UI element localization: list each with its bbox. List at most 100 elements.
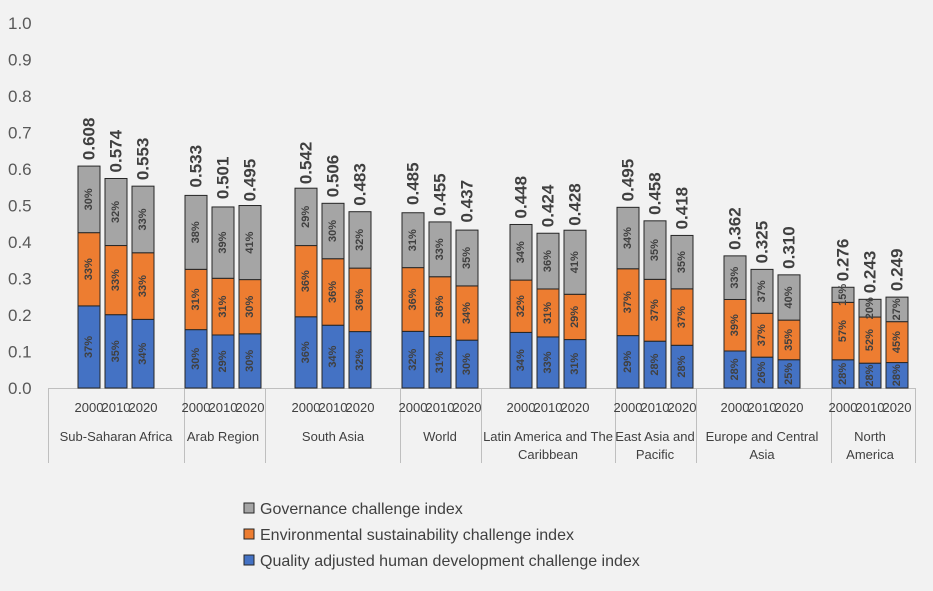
x-category-label: America: [846, 447, 894, 462]
bar-total-label: 0.428: [566, 183, 585, 226]
segment-share-label: 29%: [569, 306, 581, 328]
legend-label-governance: Governance challenge index: [260, 501, 463, 518]
bar-total-label: 0.325: [753, 221, 772, 264]
segment-share-label: 35%: [783, 329, 795, 351]
bar-segment-governance: [211, 206, 235, 279]
segment-share-label: 40%: [783, 286, 795, 308]
bar-total-label: 0.553: [134, 138, 153, 181]
segment-share-label: 37%: [676, 306, 688, 328]
segment-share-label: 36%: [434, 295, 446, 317]
segment-share-label: 34%: [622, 227, 634, 249]
x-tick-year: 2010: [534, 400, 563, 415]
segment-share-label: 31%: [407, 229, 419, 251]
segment-share-label: 36%: [354, 289, 366, 311]
segment-share-label: 35%: [676, 251, 688, 273]
bar-segment-governance: [563, 229, 587, 295]
segment-share-label: 52%: [864, 329, 876, 351]
bar-total-label: 0.533: [187, 145, 206, 188]
x-tick-year: 2010: [102, 400, 131, 415]
bar-segment-governance: [77, 165, 101, 234]
x-tick-year: 2000: [829, 400, 858, 415]
x-tick-year: 2000: [399, 400, 428, 415]
segment-share-label: 30%: [461, 353, 473, 375]
segment-share-label: 30%: [244, 295, 256, 317]
segment-share-label: 28%: [676, 355, 688, 377]
bar-total-label: 0.458: [646, 172, 665, 215]
x-tick-year: 2010: [641, 400, 670, 415]
segment-share-label: 36%: [542, 250, 554, 272]
bar-segment-governance: [104, 177, 128, 247]
bar-total-label: 0.276: [834, 239, 853, 282]
segment-share-label: 32%: [354, 349, 366, 371]
segment-share-label: 34%: [461, 302, 473, 324]
segment-share-label: 28%: [891, 364, 903, 386]
bar-segment-governance: [723, 255, 747, 300]
segment-share-label: 37%: [622, 291, 634, 313]
x-tick-year: 2020: [561, 400, 590, 415]
segment-share-label: 35%: [649, 239, 661, 261]
bar-segment-governance: [131, 185, 155, 254]
y-tick-label: 0.8: [8, 87, 32, 106]
segment-share-label: 34%: [137, 342, 149, 364]
segment-share-label: 32%: [407, 348, 419, 370]
x-tick-year: 2020: [775, 400, 804, 415]
bar-total-label: 0.501: [214, 157, 233, 200]
x-category-label: Latin America and The: [483, 429, 613, 444]
x-tick-year: 2010: [426, 400, 455, 415]
bar-total-label: 0.495: [241, 159, 260, 202]
bar-segment-governance: [831, 286, 855, 303]
y-tick-label: 0.3: [8, 270, 32, 289]
legend-label-quality: Quality adjusted human development chall…: [260, 553, 640, 570]
segment-share-label: 35%: [110, 340, 122, 362]
legend-swatch-quality: [243, 554, 255, 566]
segment-share-label: 30%: [190, 348, 202, 370]
bar-segment-governance: [401, 212, 425, 269]
x-category-label: Sub-Saharan Africa: [60, 429, 174, 444]
bar-total-label: 0.448: [512, 176, 531, 219]
y-tick-label: 0.9: [8, 51, 32, 70]
segment-share-label: 33%: [434, 238, 446, 260]
segment-share-label: 34%: [327, 345, 339, 367]
segment-share-label: 36%: [300, 341, 312, 363]
y-tick-label: 0.6: [8, 160, 32, 179]
segment-share-label: 33%: [729, 266, 741, 288]
segment-share-label: 31%: [569, 353, 581, 375]
x-tick-year: 2000: [721, 400, 750, 415]
bar-segment-governance: [348, 211, 372, 269]
x-category-label: East Asia and: [615, 429, 695, 444]
x-tick-year: 2010: [209, 400, 238, 415]
x-tick-year: 2020: [668, 400, 697, 415]
segment-share-label: 28%: [837, 363, 849, 385]
bar-segment-governance: [885, 296, 909, 323]
segment-share-label: 32%: [515, 295, 527, 317]
y-tick-label: 0.0: [8, 379, 32, 398]
bar-total-label: 0.437: [458, 180, 477, 223]
segment-share-label: 31%: [542, 302, 554, 324]
segment-share-label: 29%: [217, 350, 229, 372]
bar-total-label: 0.506: [324, 155, 343, 198]
bar-segment-governance: [428, 221, 452, 278]
y-tick-label: 0.7: [8, 124, 32, 143]
x-category-label: South Asia: [302, 429, 365, 444]
segment-share-label: 39%: [217, 231, 229, 253]
segment-share-label: 33%: [137, 208, 149, 230]
x-tick-year: 2020: [883, 400, 912, 415]
segment-share-label: 32%: [110, 201, 122, 223]
bar-total-label: 0.495: [619, 159, 638, 202]
segment-share-label: 33%: [542, 351, 554, 373]
bar-segment-governance: [858, 298, 882, 318]
segment-share-label: 37%: [756, 280, 768, 302]
x-category-label: Caribbean: [518, 447, 578, 462]
segment-share-label: 37%: [649, 299, 661, 321]
segment-share-label: 33%: [137, 275, 149, 297]
legend-label-environment: Environmental sustainability challenge i…: [260, 527, 574, 544]
segment-share-label: 38%: [190, 221, 202, 243]
x-tick-year: 2010: [319, 400, 348, 415]
bar-segment-governance: [750, 268, 774, 314]
bar-total-label: 0.574: [107, 129, 126, 172]
x-category-label: Asia: [749, 447, 775, 462]
segment-share-label: 35%: [461, 247, 473, 269]
bar-total-label: 0.310: [780, 226, 799, 269]
segment-share-label: 30%: [327, 220, 339, 242]
bar-segment-governance: [643, 220, 667, 280]
